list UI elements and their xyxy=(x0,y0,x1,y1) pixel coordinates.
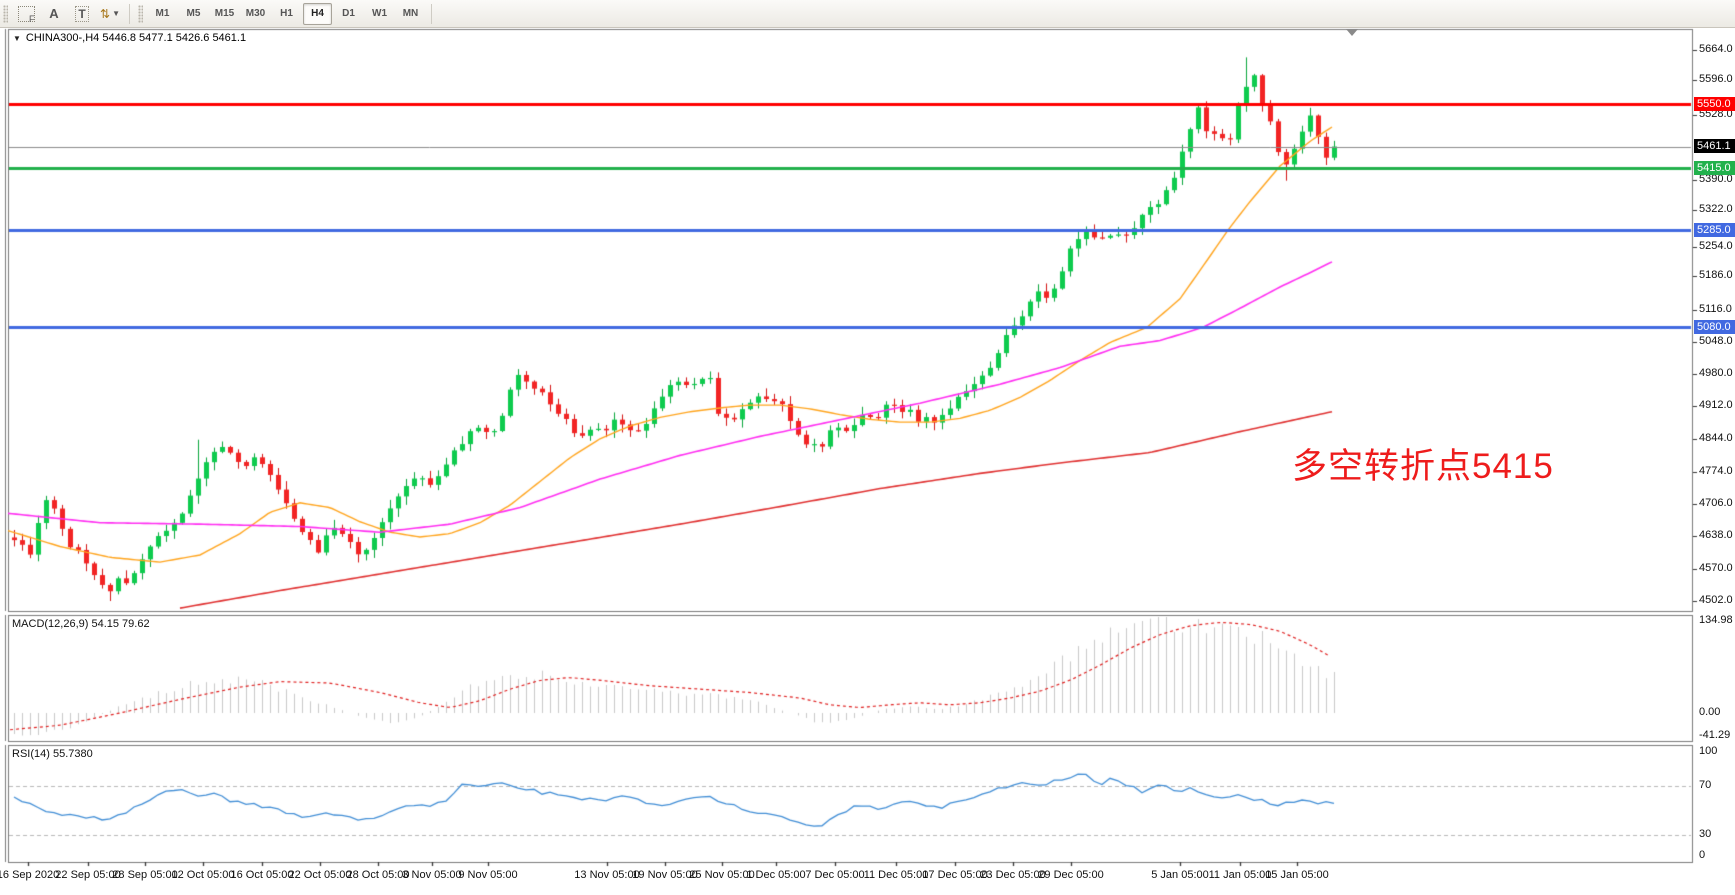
time-scale-label: 9 Nov 05:00 xyxy=(458,869,518,881)
chevron-down-icon: ▼ xyxy=(112,9,120,18)
price-scale-label: 5528.0 xyxy=(1699,108,1733,120)
time-scale-label: 29 Dec 05:00 xyxy=(1038,869,1104,881)
price-badge-5415-0: 5415.0 xyxy=(1694,161,1735,175)
time-scale-label: 22 Sep 05:00 xyxy=(55,869,121,881)
timeframe-button-m5[interactable]: M5 xyxy=(186,8,201,19)
price-badge-5461-1: 5461.1 xyxy=(1694,139,1735,153)
timeframe-button-m15[interactable]: M15 xyxy=(214,8,235,19)
price-scale-label: 5322.0 xyxy=(1699,203,1733,215)
time-scale-label: 22 Oct 05:00 xyxy=(288,869,352,881)
price-scale-label: 4774.0 xyxy=(1699,465,1733,477)
timeframe-button-m1[interactable]: M1 xyxy=(155,8,170,19)
time-scale-label: 15 Jan 05:00 xyxy=(1265,869,1329,881)
timeframe-button-h4[interactable]: H4 xyxy=(303,2,332,25)
time-scale-label: 7 Dec 05:00 xyxy=(805,869,865,881)
toolbar-drag-handle[interactable] xyxy=(138,4,143,23)
time-scale-label: 13 Nov 05:00 xyxy=(574,869,640,881)
time-scale-label: 25 Nov 05:00 xyxy=(689,869,755,881)
time-scale-label: 17 Dec 05:00 xyxy=(922,869,988,881)
time-scale-label: 19 Nov 05:00 xyxy=(632,869,698,881)
time-scale-label: 16 Sep 2020 xyxy=(0,869,60,881)
timeframe-button-mn[interactable]: MN xyxy=(402,8,419,19)
price-scale-label: 5186.0 xyxy=(1699,269,1733,281)
macd-scale-label: -41.29 xyxy=(1699,729,1731,741)
timeframe-group: M1 M5 M15 M30 H1 H4 D1 W1 MN xyxy=(147,2,426,25)
time-scale-label: 23 Dec 05:00 xyxy=(980,869,1046,881)
time-scale-label: 28 Sep 05:00 xyxy=(112,869,178,881)
arrows-tool-button[interactable]: ⇅ ▼ xyxy=(97,2,123,26)
timeframe-button-d1[interactable]: D1 xyxy=(342,8,355,19)
text-label-tool-button[interactable]: T xyxy=(69,2,95,26)
time-scale-label: 11 Dec 05:00 xyxy=(863,869,929,881)
time-scale-label: 3 Nov 05:00 xyxy=(402,869,462,881)
fibonacci-tool-button[interactable]: F xyxy=(13,2,39,26)
macd-scale-label: 0.00 xyxy=(1699,706,1721,718)
timeframe-button-m30[interactable]: M30 xyxy=(245,8,266,19)
price-scale-label: 4912.0 xyxy=(1699,399,1733,411)
price-badge-5550-0: 5550.0 xyxy=(1694,97,1735,111)
arrows-icon: ⇅ xyxy=(100,6,111,21)
price-badge-5285-0: 5285.0 xyxy=(1694,223,1735,237)
timeframe-button-w1[interactable]: W1 xyxy=(372,8,387,19)
time-scale-label: 11 Jan 05:00 xyxy=(1208,869,1272,881)
time-scale-label: 5 Jan 05:00 xyxy=(1151,869,1209,881)
price-scale-label: 5116.0 xyxy=(1699,303,1732,315)
text-icon: A xyxy=(49,6,59,21)
text-label-icon: T xyxy=(75,5,89,22)
fibonacci-icon: F xyxy=(17,5,35,24)
rsi-scale-label: 100 xyxy=(1699,745,1718,757)
price-scale-label: 4706.0 xyxy=(1699,497,1733,509)
symbol-dropdown-icon[interactable]: ▼ xyxy=(13,33,21,43)
toolbar-drag-handle[interactable] xyxy=(3,4,8,23)
toolbar-separator xyxy=(431,3,432,24)
rsi-scale-label: 30 xyxy=(1699,828,1712,840)
trend-annotation: 多空转折点5415 xyxy=(1292,447,1554,486)
toolbar-separator xyxy=(129,3,130,24)
rsi-scale-label: 0 xyxy=(1699,849,1706,861)
chart-title: CHINA300-,H4 5446.8 5477.1 5426.6 5461.1 xyxy=(25,32,247,44)
toolbar: F A T ⇅ ▼ M1 M5 M15 M30 H1 H4 D1 W1 MN xyxy=(0,0,1735,28)
time-scale-label: 28 Oct 05:00 xyxy=(346,869,410,881)
time-scale-label: 12 Oct 05:00 xyxy=(171,869,235,881)
price-scale-label: 4502.0 xyxy=(1699,594,1733,606)
time-scale-label: 1 Dec 05:00 xyxy=(746,869,806,881)
text-tool-button[interactable]: A xyxy=(41,2,67,26)
price-scale-label: 4638.0 xyxy=(1699,529,1733,541)
time-scale-label: 16 Oct 05:00 xyxy=(230,869,294,881)
price-badge-5080-0: 5080.0 xyxy=(1694,320,1735,334)
macd-panel-label: MACD(12,26,9) 54.15 79.62 xyxy=(12,618,150,630)
chart-title-row: ▼ CHINA300-,H4 5446.8 5477.1 5426.6 5461… xyxy=(13,32,246,44)
price-scale-label: 5664.0 xyxy=(1699,43,1733,55)
price-scale-label: 5254.0 xyxy=(1699,240,1733,252)
chart-shift-marker-icon[interactable] xyxy=(1346,29,1358,36)
rsi-scale-label: 70 xyxy=(1699,779,1712,791)
price-scale-label: 4980.0 xyxy=(1699,367,1733,379)
price-scale-label: 5390.0 xyxy=(1699,173,1733,185)
macd-scale-label: 134.98 xyxy=(1699,614,1733,626)
price-scale-label: 5048.0 xyxy=(1699,335,1733,347)
price-scale-label: 4570.0 xyxy=(1699,562,1733,574)
timeframe-button-h1[interactable]: H1 xyxy=(280,8,293,19)
rsi-panel-label: RSI(14) 55.7380 xyxy=(12,748,93,760)
price-scale-label: 4844.0 xyxy=(1699,432,1733,444)
price-scale-label: 5596.0 xyxy=(1699,73,1733,85)
